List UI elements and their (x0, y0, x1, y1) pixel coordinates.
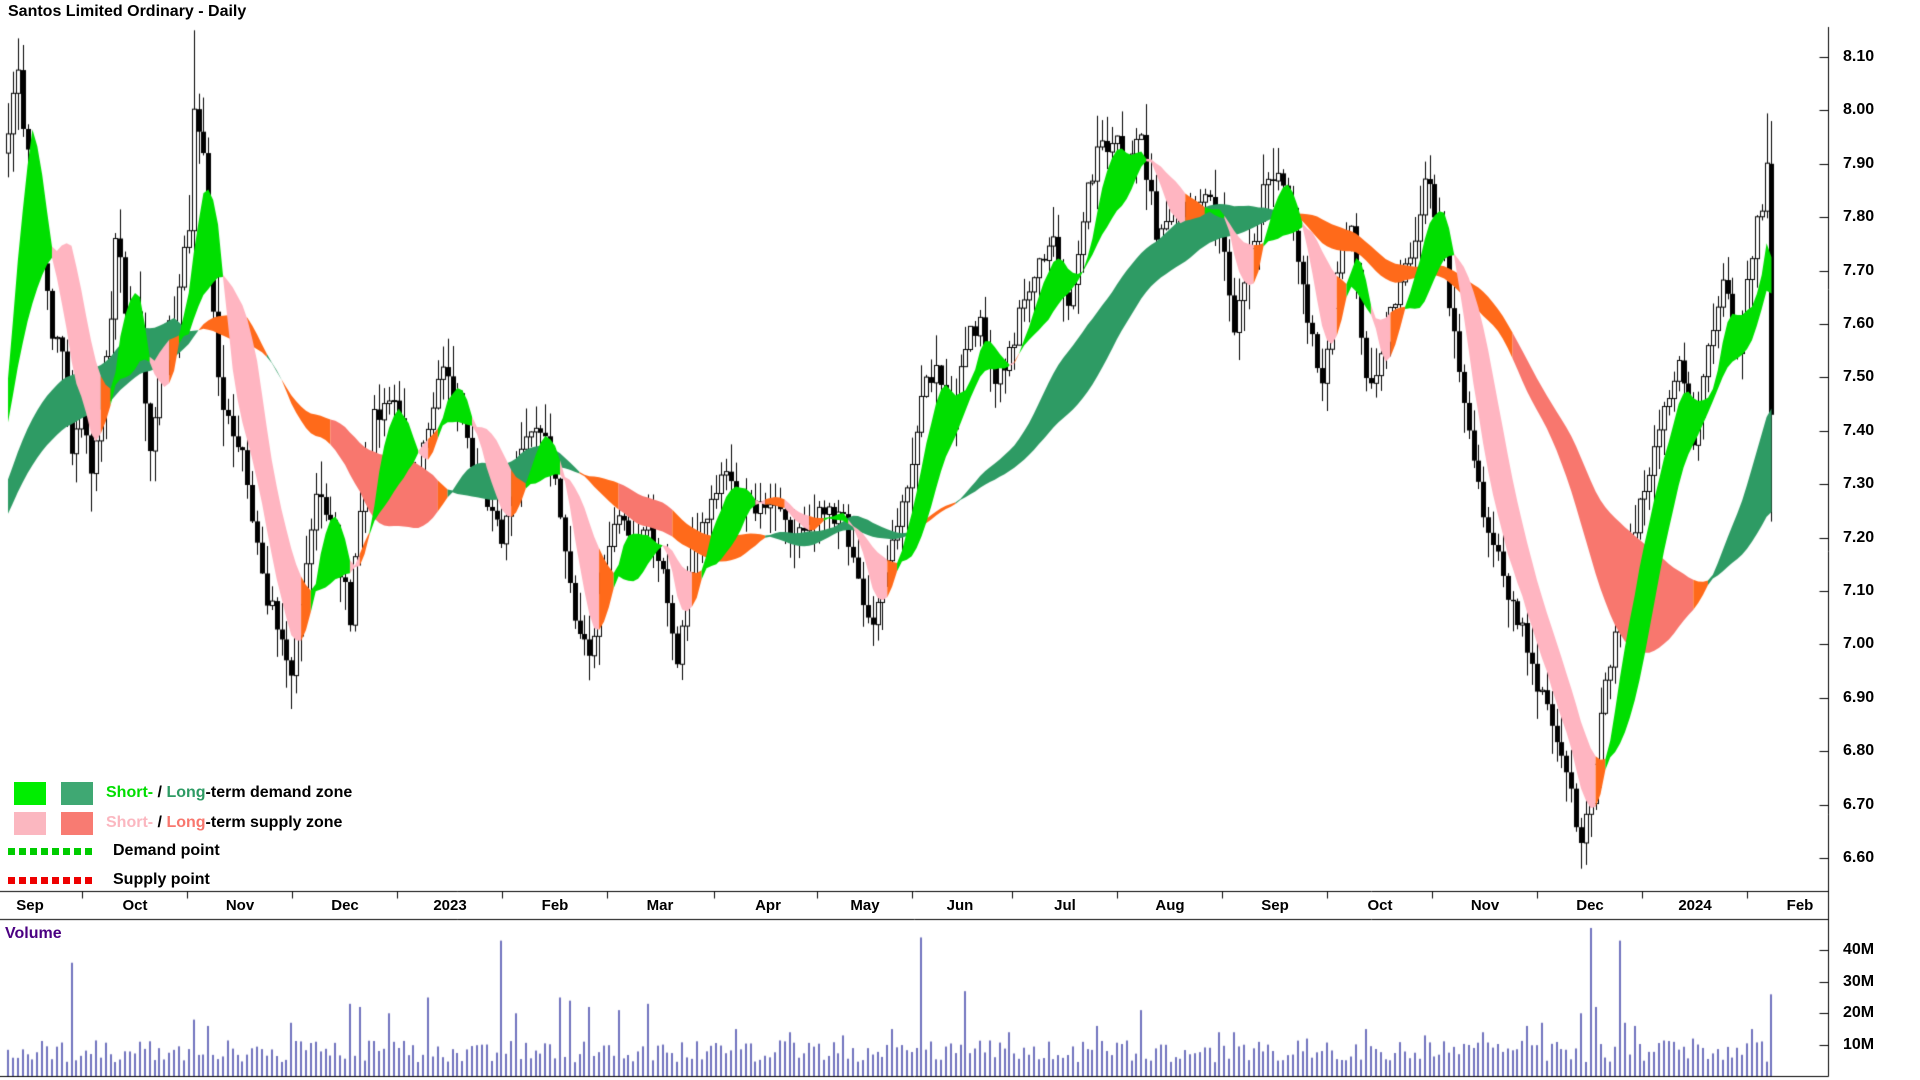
volume-tick-label: 30M (1843, 972, 1875, 990)
short-demand-swatch-icon (14, 781, 46, 805)
month-label: Jun (946, 897, 974, 914)
volume-panel-label: Volume (5, 925, 62, 942)
month-label: Nov (1470, 897, 1500, 914)
month-label: Jul (1054, 897, 1076, 914)
month-label: 2024 (1678, 897, 1712, 914)
price-tick-label: 6.90 (1843, 688, 1875, 706)
legend-demand-point-label: Demand point (113, 842, 220, 859)
long-supply-swatch-icon (61, 811, 93, 835)
legend-row-supply-zone: Short- / Long-term supply zone (0, 811, 342, 835)
month-label: Oct (122, 897, 148, 914)
month-label: Dec (1576, 897, 1604, 914)
legend-supply-zone-part-1: / (153, 814, 167, 831)
legend-supply-zone-part-2: Long (166, 814, 206, 831)
month-label: Sep (1261, 897, 1289, 914)
legend-demand-zone-part-0: Short- (106, 784, 154, 801)
volume-tick-label: 20M (1843, 1004, 1875, 1022)
price-tick-label: 7.40 (1843, 421, 1875, 439)
month-label: Apr (755, 897, 781, 914)
legend-supply-zone-part-3: -term supply zone (205, 814, 343, 831)
price-tick-label: 6.80 (1843, 742, 1875, 760)
legend-demand-zone-label: Short- / Long-term demand zone (106, 784, 352, 802)
legend-demand-zone-part-3: -term demand zone (205, 784, 353, 801)
month-label: Feb (541, 897, 569, 914)
price-tick-label: 6.70 (1843, 795, 1875, 813)
price-tick-label: 7.90 (1843, 154, 1875, 172)
legend-row-supply-point: Supply point (0, 868, 210, 892)
month-label: Sep (16, 897, 44, 914)
volume-tick-label: 40M (1843, 941, 1875, 959)
price-tick-label: 7.20 (1843, 528, 1875, 546)
price-tick-label: 7.50 (1843, 368, 1875, 386)
price-tick-label: 7.60 (1843, 315, 1875, 332)
price-tick-label: 7.30 (1843, 475, 1875, 493)
month-label: Feb (1786, 897, 1814, 914)
price-tick-label: 7.10 (1843, 582, 1875, 599)
legend-demand-zone-part-2: Long (166, 784, 206, 801)
month-label: Mar (646, 897, 674, 914)
legend-demand-zone-part-1: / (153, 784, 167, 801)
legend-row-demand-point: Demand point (0, 839, 220, 863)
price-tick-label: 6.60 (1843, 849, 1875, 866)
price-tick-label: 7.70 (1843, 261, 1875, 279)
page-title: Santos Limited Ordinary - Daily (8, 3, 247, 20)
month-label: May (850, 897, 880, 914)
long-demand-swatch-icon (61, 781, 93, 805)
price-tick-label: 7.80 (1843, 208, 1875, 226)
month-label: 2023 (433, 897, 467, 914)
month-label: Oct (1367, 897, 1393, 914)
legend-row-demand-zone: Short- / Long-term demand zone (0, 781, 352, 805)
short-supply-swatch-icon (14, 811, 46, 835)
legend-supply-zone-label: Short- / Long-term supply zone (106, 814, 342, 832)
month-label: Nov (225, 897, 255, 914)
price-tick-label: 7.00 (1843, 635, 1875, 653)
demand-point-dash-icon (8, 847, 96, 855)
supply-point-dash-icon (8, 876, 96, 884)
month-label: Aug (1155, 897, 1185, 914)
legend-supply-zone-part-0: Short- (106, 814, 154, 831)
volume-tick-label: 10M (1843, 1035, 1875, 1053)
price-tick-label: 8.10 (1843, 48, 1875, 65)
month-label: Dec (331, 897, 359, 914)
price-tick-label: 8.00 (1843, 101, 1875, 119)
legend-supply-point-label: Supply point (113, 871, 210, 888)
